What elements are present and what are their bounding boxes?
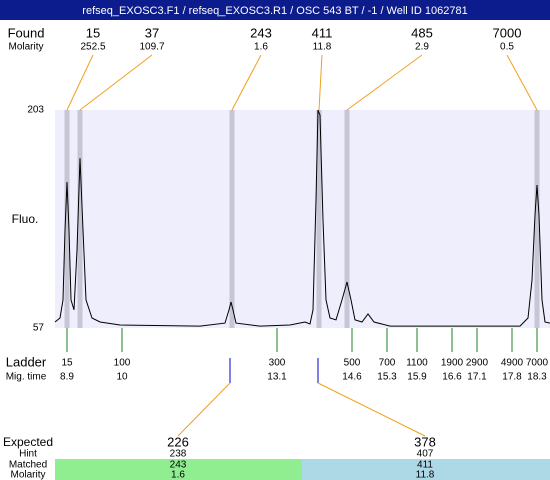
found-molarity: 0.5 bbox=[500, 42, 514, 53]
matched-value: 411 bbox=[417, 460, 433, 471]
ladder-label: Ladder bbox=[6, 354, 47, 369]
found-connector bbox=[231, 54, 262, 111]
found-connector bbox=[318, 54, 323, 111]
ladder-size: 15 bbox=[61, 358, 73, 369]
expected-size: 226 bbox=[167, 434, 189, 449]
found-connector bbox=[346, 54, 423, 111]
ladder-size: 300 bbox=[269, 358, 286, 369]
ladder-time: 15.3 bbox=[377, 372, 397, 383]
y-axis-label: Fluo. bbox=[12, 212, 39, 226]
molarity-value: 11.8 bbox=[416, 470, 435, 480]
ladder-time: 14.6 bbox=[342, 372, 362, 383]
found-label: Found bbox=[8, 25, 45, 40]
found-size: 485 bbox=[411, 25, 433, 40]
matched-box bbox=[302, 459, 550, 480]
expected-connector bbox=[177, 382, 231, 437]
matched-value: 243 bbox=[170, 460, 187, 471]
y-tick-label: 57 bbox=[33, 323, 45, 334]
molarity-value: 1.6 bbox=[171, 470, 185, 480]
expected-size: 378 bbox=[414, 434, 436, 449]
found-connector bbox=[66, 54, 94, 111]
found-molarity: 1.6 bbox=[254, 42, 268, 53]
molarity-label: Molarity bbox=[10, 470, 45, 480]
found-size: 7000 bbox=[493, 25, 522, 40]
ladder-size: 100 bbox=[114, 358, 131, 369]
ladder-time: 13.1 bbox=[267, 372, 287, 383]
ladder-size: 7000 bbox=[526, 358, 549, 369]
matched-label: Matched bbox=[9, 460, 47, 471]
peak-band bbox=[64, 110, 70, 328]
found-molarity: 109.7 bbox=[139, 42, 164, 53]
ladder-size: 2900 bbox=[466, 358, 489, 369]
hint-value: 407 bbox=[417, 449, 434, 460]
found-molarity: 11.8 bbox=[313, 42, 332, 53]
ladder-size: 500 bbox=[344, 358, 361, 369]
peak-band bbox=[229, 110, 235, 328]
found-connector bbox=[506, 54, 538, 111]
peak-band bbox=[77, 110, 83, 328]
matched-box bbox=[55, 459, 302, 480]
found-molarity: 2.9 bbox=[415, 42, 429, 53]
ladder-size: 1900 bbox=[441, 358, 464, 369]
expected-connector bbox=[317, 382, 426, 437]
chart-title: refseq_EXOSC3.F1 / refseq_EXOSC3.R1 / OS… bbox=[82, 5, 467, 17]
ladder-size: 700 bbox=[379, 358, 396, 369]
ladder-time: 15.9 bbox=[407, 372, 427, 383]
mig-time-label: Mig. time bbox=[6, 372, 47, 383]
ladder-size: 4900 bbox=[501, 358, 524, 369]
peak-band bbox=[534, 110, 540, 328]
ladder-time: 17.8 bbox=[502, 372, 522, 383]
found-size: 15 bbox=[86, 25, 100, 40]
ladder-time: 16.6 bbox=[442, 372, 462, 383]
found-size: 37 bbox=[145, 25, 159, 40]
plot-area bbox=[55, 110, 550, 328]
found-connector bbox=[79, 54, 153, 111]
hint-value: 238 bbox=[170, 449, 187, 460]
expected-label: Expected bbox=[3, 435, 53, 449]
ladder-time: 17.1 bbox=[467, 372, 487, 383]
hint-label: Hint bbox=[19, 449, 37, 460]
trace bbox=[54, 109, 550, 327]
ladder-time: 18.3 bbox=[527, 372, 547, 383]
found-size: 411 bbox=[312, 25, 333, 40]
found-size: 243 bbox=[250, 25, 272, 40]
ladder-time: 10 bbox=[116, 372, 128, 383]
y-tick-label: 203 bbox=[27, 105, 44, 116]
peak-band bbox=[344, 110, 350, 328]
ladder-size: 1100 bbox=[406, 358, 428, 369]
found-molarity: 252.5 bbox=[80, 42, 105, 53]
ladder-time: 8.9 bbox=[60, 372, 74, 383]
peak-band bbox=[316, 110, 322, 328]
molarity-label: Molarity bbox=[8, 42, 43, 53]
header-bar bbox=[0, 0, 550, 20]
